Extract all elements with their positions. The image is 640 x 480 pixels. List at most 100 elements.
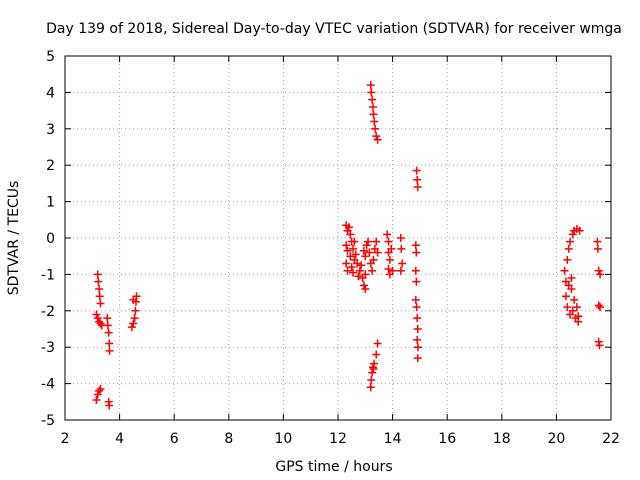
data-point	[361, 252, 370, 261]
y-tick-label: -5	[41, 413, 55, 429]
data-point	[368, 102, 377, 111]
x-axis-ticks: 2 4 6 8 10 12 14 16 18 20 22	[61, 56, 620, 447]
data-point	[372, 132, 381, 141]
x-tick-label: 4	[115, 431, 124, 447]
data-point	[342, 241, 351, 250]
x-tick-label: 10	[274, 431, 292, 447]
x-tick-label: 14	[384, 431, 402, 447]
data-point	[385, 255, 394, 264]
data-point	[361, 284, 370, 293]
x-tick-label: 16	[438, 431, 456, 447]
data-point	[350, 237, 359, 246]
data-point	[104, 328, 113, 337]
data-point	[372, 350, 381, 359]
y-axis-ticks: -5 -4 -3 -2 -1 0 1 2 3 4 5	[41, 49, 611, 429]
x-tick-label: 6	[170, 431, 179, 447]
data-point	[411, 266, 420, 275]
data-point	[567, 274, 576, 283]
data-point	[349, 244, 358, 253]
data-point	[563, 303, 572, 312]
data-point	[367, 375, 376, 384]
data-point	[568, 306, 577, 315]
data-point	[129, 319, 138, 328]
data-point	[384, 237, 393, 246]
data-point	[412, 248, 421, 257]
data-point	[564, 281, 573, 290]
data-point	[413, 354, 422, 363]
data-point	[343, 266, 352, 275]
data-point	[384, 264, 393, 273]
data-point	[366, 383, 375, 392]
x-axis-label: GPS time / hours	[275, 459, 392, 475]
data-point	[130, 314, 139, 323]
data-point	[95, 292, 104, 301]
data-point	[564, 244, 573, 253]
data-point	[103, 314, 112, 323]
data-point	[594, 337, 603, 346]
data-point	[105, 339, 114, 348]
data-point	[95, 284, 104, 293]
data-point	[367, 88, 376, 97]
data-point	[370, 117, 379, 126]
data-point	[593, 237, 602, 246]
data-point	[92, 310, 101, 319]
data-point	[351, 250, 360, 259]
x-tick-label: 20	[547, 431, 565, 447]
data-point	[413, 183, 422, 192]
data-point	[572, 303, 581, 312]
data-point	[357, 261, 366, 270]
data-point	[413, 175, 422, 184]
data-point	[93, 390, 102, 399]
chart-title: Day 139 of 2018, Sidereal Day-to-day VTE…	[46, 21, 622, 37]
data-point	[563, 255, 572, 264]
data-point	[94, 277, 103, 286]
data-point	[96, 319, 105, 328]
data-point	[411, 241, 420, 250]
data-point	[396, 266, 405, 275]
y-tick-label: 5	[46, 49, 55, 65]
data-point	[561, 292, 570, 301]
y-tick-label: -2	[41, 304, 55, 320]
data-point	[397, 244, 406, 253]
data-point	[362, 241, 371, 250]
plot-frame	[64, 55, 612, 421]
data-point	[575, 226, 584, 235]
data-point	[373, 339, 382, 348]
data-point	[595, 341, 604, 350]
data-point	[371, 124, 380, 133]
data-point	[396, 234, 405, 242]
data-point	[413, 314, 422, 323]
data-point	[412, 166, 421, 175]
data-point	[373, 135, 382, 144]
y-tick-label: 1	[46, 195, 55, 211]
data-point	[388, 266, 397, 275]
data-point	[105, 401, 114, 410]
x-tick-label: 22	[602, 431, 620, 447]
data-point	[369, 365, 378, 374]
data-point	[560, 266, 569, 275]
data-point	[353, 259, 362, 268]
data-point	[93, 270, 102, 279]
data-point	[364, 237, 373, 246]
data-point	[594, 266, 603, 275]
y-tick-label: 3	[46, 122, 55, 138]
data-point	[359, 246, 368, 255]
data-point	[347, 263, 356, 272]
data-point	[344, 223, 353, 232]
data-point	[354, 272, 363, 281]
y-tick-label: 4	[46, 85, 55, 101]
grid-lines	[65, 56, 611, 420]
data-point	[361, 270, 370, 279]
data-point	[412, 277, 421, 286]
data-point	[92, 395, 101, 404]
data-point	[129, 295, 138, 304]
data-point	[568, 230, 577, 239]
data-point	[411, 295, 420, 304]
data-point	[413, 325, 422, 333]
y-tick-label: -4	[41, 377, 55, 393]
x-tick-label: 12	[329, 431, 347, 447]
data-point	[127, 323, 136, 332]
data-point	[346, 252, 355, 261]
data-point	[593, 244, 602, 253]
data-point	[574, 312, 583, 321]
